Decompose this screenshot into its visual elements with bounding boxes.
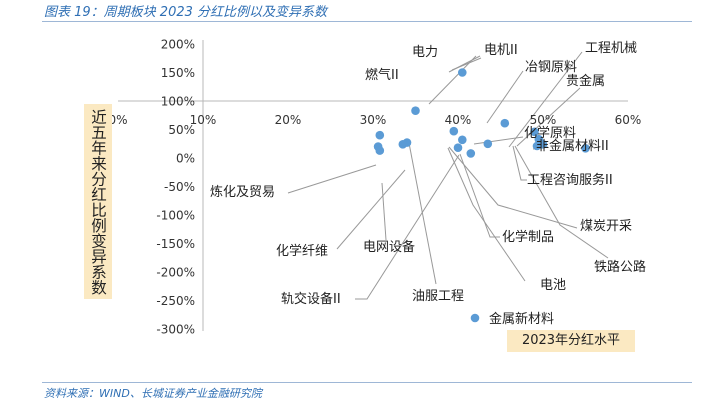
leader-line xyxy=(473,136,524,145)
data-point xyxy=(483,139,493,149)
y-axis-title: 近五年来分红比例变异系数 xyxy=(84,104,112,299)
leader-line xyxy=(448,146,578,229)
leader-line xyxy=(408,142,437,285)
y-tick-label: -150% xyxy=(156,237,195,251)
leader-line xyxy=(508,51,583,148)
data-point xyxy=(411,106,420,115)
x-tick-label: 30% xyxy=(360,113,387,127)
data-point xyxy=(453,143,463,152)
annotation-label: 油服工程 xyxy=(412,289,464,304)
figure-title: 图表 19：周期板块 2023 分红比例以及变异系数 xyxy=(44,5,328,20)
leader-line xyxy=(459,153,500,238)
leader-line xyxy=(381,182,387,241)
leader-line xyxy=(447,147,526,282)
data-point xyxy=(375,130,385,140)
x-tick-label: 50% xyxy=(530,113,557,127)
annotation-label: 化学原料 xyxy=(524,125,576,141)
annotation-label: 工程咨询服务II xyxy=(527,172,613,188)
x-tick-label: 40% xyxy=(445,113,472,127)
y-tick-label: 50% xyxy=(168,123,195,137)
annotation-label: 煤炭开采 xyxy=(580,219,632,234)
bottom-divider xyxy=(42,382,692,383)
top-divider xyxy=(42,21,692,22)
y-tick-label: 100% xyxy=(161,95,195,109)
figure-source: 资料来源：WIND、长城证券产业金融研究院 xyxy=(44,387,262,400)
annotation-label: 轨交设备II xyxy=(281,291,341,307)
data-point xyxy=(532,141,542,151)
annotation-label: 金属新材料 xyxy=(489,311,554,327)
data-point xyxy=(466,149,476,158)
y-tick-label: -250% xyxy=(156,294,195,308)
y-tick-label: 0% xyxy=(176,152,195,166)
annotation-label: 电池 xyxy=(540,278,566,293)
data-point xyxy=(458,135,467,145)
data-point xyxy=(375,146,385,155)
y-tick-label: 150% xyxy=(161,66,195,80)
annotation-label: 化学纤维 xyxy=(276,243,328,259)
leader-line xyxy=(448,55,481,73)
annotation-label: 电力 xyxy=(412,45,438,60)
leader-line xyxy=(428,55,477,105)
x-tick-label: 20% xyxy=(275,113,302,127)
annotation-label: 燃气II xyxy=(365,67,399,83)
leader-line xyxy=(486,70,524,124)
tick-labels: 0% 10% 20% 30% 40% 50% 60% 200% 150% 100% 50% 0% -50… xyxy=(108,38,641,337)
annotation-label: 工程机械 xyxy=(585,41,637,56)
annotation-label: 贵金属 xyxy=(566,73,605,89)
chart-axes xyxy=(118,40,628,331)
annotation-label: 电机II xyxy=(484,43,518,58)
x-tick-label: 60% xyxy=(615,113,642,127)
x-axis-title: 2023年分红水平 xyxy=(507,330,635,352)
data-points xyxy=(373,68,590,158)
leader-line xyxy=(514,145,609,259)
leader-line xyxy=(355,154,460,300)
x-tick-label: 10% xyxy=(190,113,217,127)
data-point xyxy=(449,126,459,136)
y-tick-label: -50% xyxy=(164,180,195,194)
leader-line xyxy=(287,164,377,194)
annotation-label: 冶钢原料 xyxy=(525,60,577,75)
annotation-label: 非金属材料II xyxy=(536,138,609,154)
leader-line xyxy=(336,169,406,250)
y-tick-label: 200% xyxy=(161,38,195,52)
x-tick-label: 0% xyxy=(108,113,127,127)
y-tick-label: -200% xyxy=(156,266,195,280)
annotation-label: 化学制品 xyxy=(502,229,554,245)
data-point xyxy=(398,140,408,149)
leader-line xyxy=(516,87,581,147)
annotation-label: 炼化及贸易 xyxy=(210,185,275,200)
annotation-label: 电网设备 xyxy=(363,239,415,255)
data-point xyxy=(530,127,539,137)
leader-line xyxy=(512,145,527,181)
y-tick-label: -300% xyxy=(156,323,195,337)
data-point xyxy=(500,118,510,128)
y-tick-label: -100% xyxy=(156,209,195,223)
annotation-label: 铁路公路 xyxy=(594,259,646,275)
data-point xyxy=(581,144,590,153)
legend-marker xyxy=(470,313,480,323)
data-point xyxy=(458,68,467,77)
